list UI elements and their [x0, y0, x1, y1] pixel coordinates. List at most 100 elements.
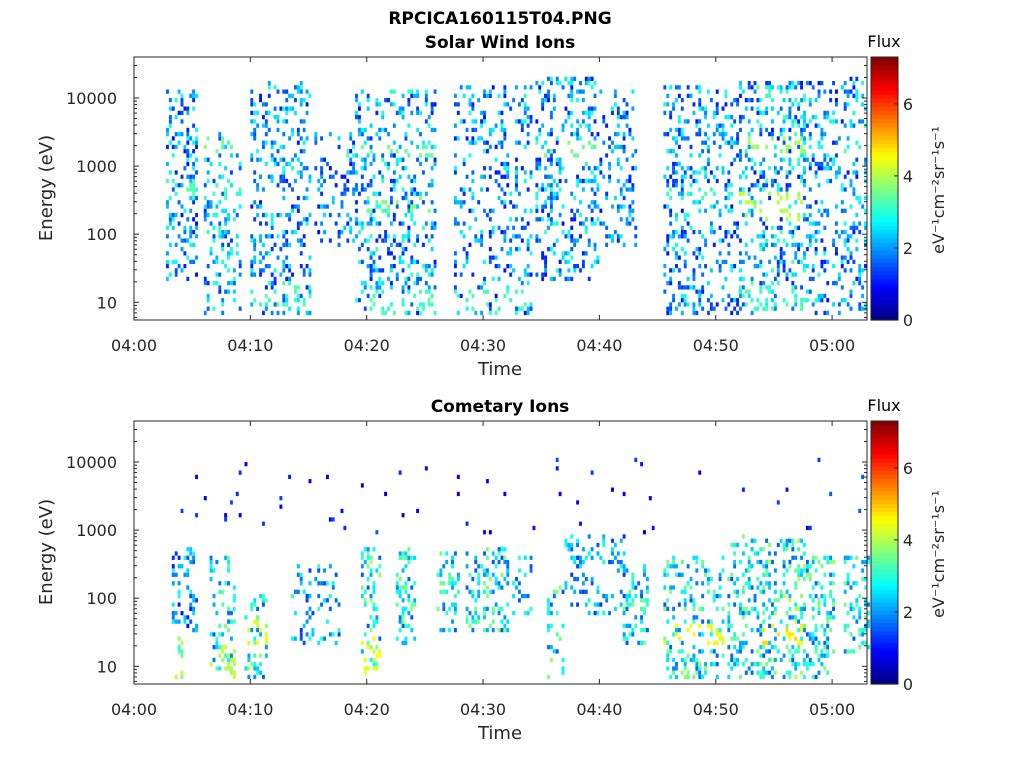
spectrogram-cell: [186, 174, 190, 179]
spectrogram-cell: [552, 106, 556, 111]
spectrogram-cell: [483, 174, 486, 179]
spectrogram-cell: [549, 657, 553, 663]
spectrogram-cell: [852, 649, 856, 654]
spectrogram-cell: [192, 217, 196, 222]
spectrogram-cell: [776, 183, 780, 188]
spectrogram-cell: [515, 166, 518, 171]
colorbar-segment: [871, 295, 898, 301]
spectrogram-cell: [570, 542, 574, 548]
spectrogram-cell: [227, 666, 230, 671]
spectrogram-cell: [596, 259, 600, 265]
spectrogram-cell: [427, 272, 431, 277]
spectrogram-cell: [462, 234, 466, 239]
spectrogram-cell: [788, 657, 792, 663]
spectrogram-cell: [270, 212, 274, 218]
spectrogram-cell: [628, 187, 632, 192]
spectrogram-cell: [267, 85, 271, 90]
spectrogram-cell: [677, 132, 681, 137]
spectrogram-cell: [593, 178, 597, 184]
colorbar-segment: [871, 585, 898, 591]
spectrogram-cell: [186, 153, 190, 158]
spectrogram-cell: [372, 293, 376, 299]
spectrogram-cell: [704, 191, 708, 196]
spectrogram-cell: [410, 615, 414, 620]
spectrogram-cell: [547, 217, 550, 222]
spectrogram-cell: [250, 606, 254, 611]
spectrogram-cell: [768, 581, 772, 586]
spectrogram-cell: [407, 598, 411, 603]
spectrogram-cell: [410, 259, 414, 265]
spectrogram-cell: [523, 178, 527, 184]
spectrogram-cell: [372, 602, 376, 607]
spectrogram-cell: [692, 276, 696, 282]
spectrogram-cell: [503, 174, 507, 179]
spectrogram-cell: [846, 93, 850, 99]
spectrogram-cell: [171, 564, 175, 569]
spectrogram-cell: [261, 115, 265, 120]
spectrogram-cell: [334, 170, 338, 175]
spectrogram-cell: [267, 174, 271, 179]
colorbar-tick-label: 6: [903, 459, 913, 478]
spectrogram-cell: [747, 140, 751, 145]
spectrogram-cell: [497, 170, 501, 175]
spectrogram-cell: [174, 272, 178, 277]
spectrogram-cell: [395, 149, 399, 154]
spectrogram-cell: [253, 136, 257, 141]
spectrogram-cell: [800, 127, 804, 133]
spectrogram-cell: [477, 136, 481, 141]
spectrogram-cell: [186, 136, 190, 141]
spectrogram-cell: [736, 298, 740, 303]
spectrogram-cell: [410, 585, 414, 590]
spectrogram-cell: [264, 264, 268, 269]
spectrogram-cell: [317, 229, 321, 235]
spectrogram-cell: [515, 140, 518, 145]
spectrogram-cell: [771, 281, 774, 286]
spectrogram-cell: [494, 255, 498, 260]
spectrogram-cell: [250, 302, 254, 307]
spectrogram-cell: [823, 166, 827, 171]
spectrogram-cell: [497, 276, 501, 282]
spectrogram-cell: [410, 606, 414, 611]
spectrogram-cell: [747, 144, 751, 150]
spectrogram-cell: [843, 229, 847, 235]
spectrogram-cell: [520, 98, 524, 103]
spectrogram-cell: [826, 555, 830, 560]
spectrogram-cell: [247, 628, 251, 633]
spectrogram-cell: [817, 272, 821, 277]
spectrogram-cell: [773, 645, 777, 650]
spectrogram-cell: [407, 610, 411, 616]
spectrogram-cell: [395, 204, 399, 209]
spectrogram-cell: [794, 285, 798, 290]
spectrogram-cell: [808, 136, 812, 141]
spectrogram-cell: [765, 538, 769, 543]
spectrogram-cell: [430, 200, 434, 205]
spectrogram-cell: [779, 251, 783, 256]
spectrogram-cell: [392, 183, 396, 188]
spectrogram-cell: [750, 200, 754, 205]
spectrogram-cell: [759, 302, 763, 307]
spectrogram-cell: [311, 628, 315, 633]
spectrogram-cell: [256, 623, 260, 629]
spectrogram-cell: [756, 98, 760, 103]
spectrogram-cell: [689, 623, 693, 629]
spectrogram-cell: [712, 649, 716, 654]
spectrogram-cell: [261, 140, 265, 145]
spectrogram-cell: [826, 153, 830, 158]
spectrogram-cell: [305, 195, 309, 201]
spectrogram-cell: [739, 149, 742, 154]
spectrogram-cell: [747, 255, 751, 260]
spectrogram-cell: [375, 645, 379, 650]
spectrogram-cell: [192, 200, 196, 205]
spectrogram-cell: [773, 670, 777, 675]
spectrogram-cell: [515, 246, 518, 252]
spectrogram-cell: [762, 174, 766, 179]
spectrogram-cell: [323, 598, 326, 603]
spectrogram-cell: [605, 234, 609, 239]
spectrogram-cell: [741, 170, 745, 175]
spectrogram-cell: [785, 242, 789, 247]
spectrogram-cell: [730, 191, 734, 196]
spectrogram-cell: [541, 217, 545, 222]
spectrogram-cell: [797, 212, 801, 218]
spectrogram-cell: [619, 564, 623, 569]
spectrogram-cell: [302, 302, 306, 307]
